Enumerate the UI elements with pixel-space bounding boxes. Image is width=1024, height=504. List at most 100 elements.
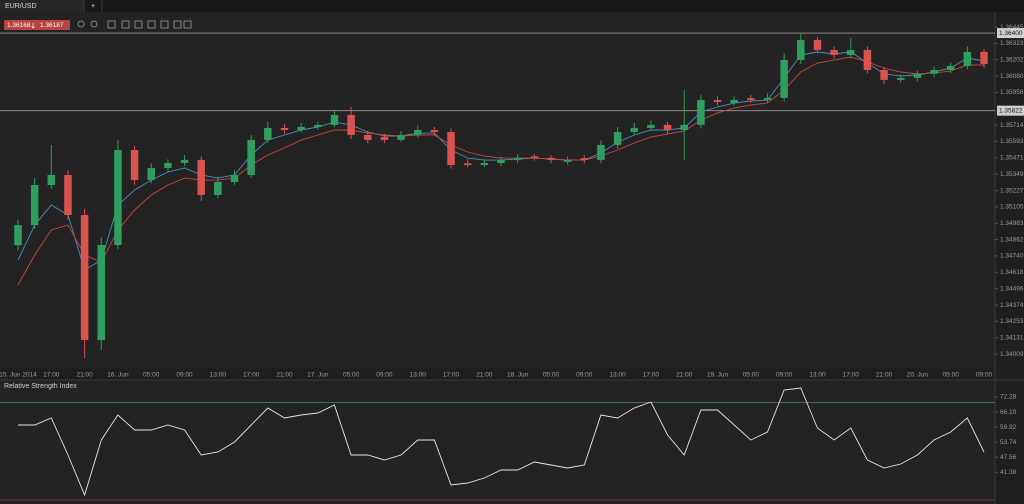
candle-body [430,129,439,133]
candle-body [946,65,955,70]
bid-price[interactable]: 1.36168 [7,22,31,29]
candle-body [747,98,755,100]
x-tick-label: 09:00 [176,372,193,379]
y-tick-label: 1.35349 [1000,171,1024,178]
y-tick-label: 1.36445 [1000,24,1024,31]
rsi-title: Relative Strength Index [4,383,77,390]
swap-icon [31,23,35,29]
x-tick-label: 17:00 [243,372,260,379]
indicators[interactable] [121,20,130,29]
candle-body [563,159,572,162]
candle-body [663,124,672,130]
candle-body [780,59,788,98]
candle-body [264,127,272,140]
x-tick-label: 09:00 [976,372,993,379]
toolbar [77,20,192,29]
price-panel [0,12,995,368]
y-tick-label: 1.34253 [1000,318,1024,325]
chart-type[interactable] [107,20,116,29]
tab-label[interactable]: EUR/USD [5,3,37,10]
x-tick-label: 13:00 [609,372,626,379]
y-tick-label: 1.34983 [1000,220,1024,227]
candle-body [447,132,455,166]
y-tick-label: 72.28 [1000,394,1017,401]
candle-body [247,139,255,175]
candle-body [680,124,688,130]
zoom-in[interactable] [77,20,85,28]
y-tick-label: 1.36080 [1000,73,1024,80]
zoom-out[interactable] [90,20,98,28]
candle-body [730,99,738,103]
level-badge [997,105,1024,116]
y-tick-label: 1.35714 [1000,122,1024,129]
candle-body [230,174,239,182]
tab-bar [0,0,1024,12]
candle-body [647,124,655,128]
candle-body [863,49,872,70]
candle-body [463,163,472,166]
candle-body [813,39,822,50]
candle-body [47,174,56,186]
candle-body [763,97,772,100]
candle-body [330,114,339,125]
x-tick-label: 13:00 [210,372,227,379]
candle-body [147,167,155,180]
y-tick-label: 1.34740 [1000,253,1024,260]
y-tick-label: 47.56 [1000,454,1017,461]
y-tick-label: 1.36323 [1000,40,1024,47]
candle-body [280,127,289,130]
x-tick-label: 17:00 [643,372,660,379]
templates[interactable] [147,20,156,29]
candle-body [497,159,505,164]
x-tick-label: 15. Jun 2014 [0,372,37,379]
candle-body [214,181,222,195]
x-tick-label: 20. Jun [907,372,929,379]
screenshot[interactable] [160,20,169,29]
candle-body [980,51,988,64]
y-tick-label: 1.35958 [1000,89,1024,96]
candle-body [413,129,422,135]
candle-body [30,185,39,226]
x-tick-label: 05:00 [143,372,160,379]
tab[interactable] [0,0,84,12]
rsi-panel [0,380,995,504]
y-tick-label: 1.35105 [1000,204,1024,211]
new-tab[interactable]: + [91,3,95,10]
y-tick-label: 1.34131 [1000,334,1024,341]
ask-price[interactable]: 1.36187 [40,22,64,29]
y-tick-label: 1.34618 [1000,269,1024,276]
candle-body [547,157,555,160]
tools[interactable] [134,20,143,29]
x-tick-label: 05:00 [943,372,960,379]
candle-body [97,245,106,341]
candle-body [114,149,122,246]
candle-body [80,214,89,341]
y-tick-label: 1.35227 [1000,187,1024,194]
settings[interactable] [173,20,182,29]
x-tick-label: 21:00 [876,372,893,379]
x-tick-label: 19. Jun [707,372,729,379]
candle-body [130,149,139,180]
draw[interactable] [183,20,192,29]
y-tick-label: 66.10 [1000,409,1017,416]
y-tick-label: 1.34374 [1000,302,1024,309]
candle-body [480,163,489,166]
x-tick-label: 05:00 [543,372,560,379]
candle-body [580,158,589,160]
x-tick-label: 09:00 [776,372,793,379]
candle-body [630,127,638,133]
candle-body [613,132,622,145]
y-tick-label: 1.34009 [1000,351,1024,358]
candle-body [364,134,372,140]
candle-body [597,144,605,160]
x-tick-label: 18. Jun [507,372,529,379]
y-tick-label: 1.36202 [1000,56,1024,63]
x-tick-label: 21:00 [476,372,493,379]
price-badge[interactable] [4,20,70,30]
x-tick-label: 13:00 [809,372,826,379]
candle-body [530,156,539,158]
x-tick-label: 17:00 [43,372,60,379]
y-tick-label: 53.74 [1000,439,1017,446]
x-tick-label: 16. Jun [107,372,129,379]
